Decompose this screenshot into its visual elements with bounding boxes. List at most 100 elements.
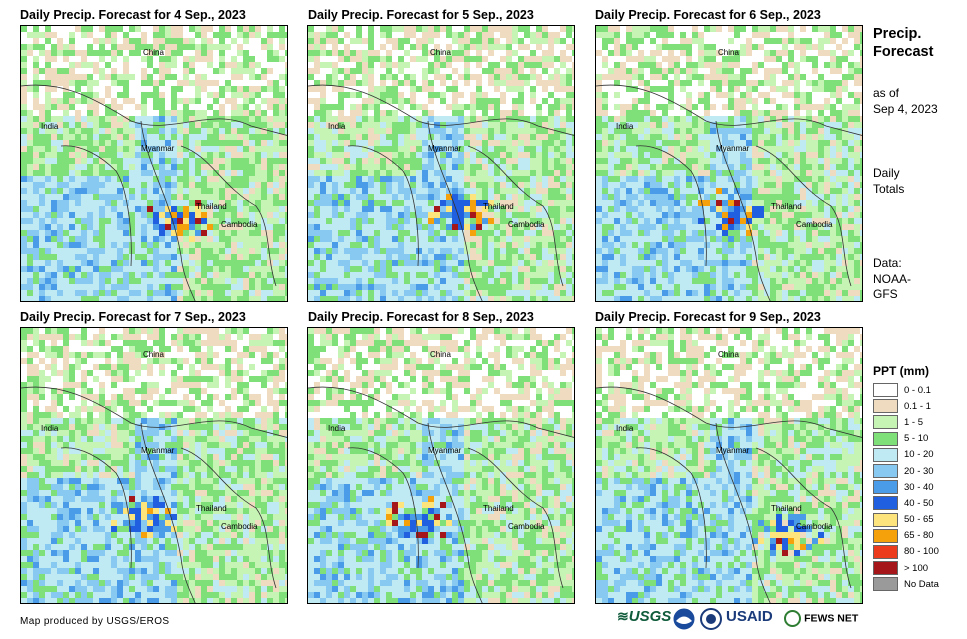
- as-of-label: as of: [873, 86, 900, 100]
- legend-item: 1 - 5: [873, 414, 961, 430]
- legend-item: 10 - 20: [873, 447, 961, 463]
- country-label-cambodia: Cambodia: [508, 522, 545, 531]
- usgs-logo-text: USGS: [628, 608, 672, 625]
- legend-swatch: [873, 544, 898, 559]
- noaa-emblem-icon: [673, 608, 695, 630]
- precip-map-panel: China India Myanmar Thailand Cambodia: [20, 25, 288, 302]
- data-source: Data: NOAA- GFS: [873, 256, 911, 303]
- country-label-thailand: Thailand: [483, 202, 514, 211]
- noaa-logo: [673, 608, 695, 633]
- legend-label: 0.1 - 1: [904, 400, 931, 412]
- legend-swatch: [873, 383, 898, 398]
- precip-raster: [596, 26, 862, 301]
- country-label-india: India: [41, 122, 59, 131]
- country-label-thailand: Thailand: [483, 504, 514, 513]
- legend-item: 0 - 0.1: [873, 382, 961, 398]
- legend-item: 5 - 10: [873, 431, 961, 447]
- country-label-china: China: [430, 350, 451, 359]
- legend-label: 65 - 80: [904, 530, 934, 542]
- precip-raster: [21, 26, 287, 301]
- legend-swatch: [873, 528, 898, 543]
- legend-label: 1 - 5: [904, 416, 924, 428]
- country-label-thailand: Thailand: [771, 504, 802, 513]
- as-of-date: as of Sep 4, 2023: [873, 86, 938, 117]
- legend-swatch: [873, 415, 898, 430]
- legend-label: 0 - 0.1: [904, 384, 931, 396]
- panel-title: Daily Precip. Forecast for 5 Sep., 2023: [308, 8, 534, 22]
- legend-swatch: [873, 431, 898, 446]
- daily-totals-line1: Daily: [873, 166, 900, 180]
- data-source-line2: NOAA-: [873, 271, 912, 286]
- legend-item: > 100: [873, 560, 961, 576]
- country-label-myanmar: Myanmar: [428, 144, 462, 153]
- panel-title: Daily Precip. Forecast for 8 Sep., 2023: [308, 310, 534, 324]
- legend-item: 0.1 - 1: [873, 398, 961, 414]
- country-label-china: China: [718, 48, 739, 57]
- sidebar-title: Precip. Forecast: [873, 25, 933, 61]
- data-source-line1: Data:: [873, 256, 902, 270]
- legend-label: 40 - 50: [904, 497, 934, 509]
- country-label-china: China: [143, 48, 164, 57]
- legend-swatch: [873, 561, 898, 576]
- seal-icon: [700, 608, 722, 630]
- legend-item: No Data: [873, 576, 961, 592]
- legend-label: 50 - 65: [904, 514, 934, 526]
- precip-map-panel: China India Myanmar Thailand Cambodia: [20, 327, 288, 604]
- precip-raster: [308, 26, 574, 301]
- country-label-cambodia: Cambodia: [221, 220, 258, 229]
- country-label-india: India: [616, 424, 634, 433]
- country-label-india: India: [41, 424, 59, 433]
- legend-swatch: [873, 577, 898, 592]
- legend-label: No Data: [904, 578, 939, 590]
- legend-item: 65 - 80: [873, 528, 961, 544]
- legend-swatch: [873, 480, 898, 495]
- panel-title: Daily Precip. Forecast for 9 Sep., 2023: [595, 310, 821, 324]
- usaid-logo-text: USAID: [726, 608, 773, 625]
- legend-label: 30 - 40: [904, 481, 934, 493]
- legend-label: 10 - 20: [904, 449, 934, 461]
- country-label-thailand: Thailand: [196, 202, 227, 211]
- legend-item: 30 - 40: [873, 479, 961, 495]
- country-label-india: India: [328, 122, 346, 131]
- daily-totals-note: Daily Totals: [873, 166, 904, 197]
- country-label-myanmar: Myanmar: [141, 144, 175, 153]
- legend-item: 40 - 50: [873, 495, 961, 511]
- legend-item: 80 - 100: [873, 544, 961, 560]
- country-label-cambodia: Cambodia: [796, 220, 833, 229]
- fewsnet-logo: FEWS NET: [784, 610, 858, 627]
- legend-label: 80 - 100: [904, 546, 939, 558]
- country-label-china: China: [143, 350, 164, 359]
- country-label-india: India: [328, 424, 346, 433]
- legend: 0 - 0.1 0.1 - 1 1 - 5 5 - 10 10 - 20 20 - 30 3…: [873, 382, 961, 592]
- precip-raster: [596, 328, 862, 603]
- legend-swatch: [873, 496, 898, 511]
- precip-map-panel: China India Myanmar Thailand Cambodia: [595, 25, 863, 302]
- globe-icon: [784, 610, 801, 627]
- country-label-cambodia: Cambodia: [221, 522, 258, 531]
- precip-raster: [308, 328, 574, 603]
- daily-totals-line2: Totals: [873, 181, 905, 196]
- fewsnet-logo-text: FEWS NET: [804, 612, 859, 625]
- precip-raster: [21, 328, 287, 603]
- country-label-china: China: [430, 48, 451, 57]
- legend-title: PPT (mm): [873, 364, 930, 378]
- sidebar-title-line1: Precip.: [873, 26, 922, 42]
- usgs-logo: ≋USGS: [617, 608, 671, 625]
- country-label-cambodia: Cambodia: [796, 522, 833, 531]
- panel-title: Daily Precip. Forecast for 7 Sep., 2023: [20, 310, 246, 324]
- country-label-cambodia: Cambodia: [508, 220, 545, 229]
- usaid-logo: USAID: [726, 608, 773, 625]
- usgs-wave-icon: ≋: [617, 608, 629, 624]
- legend-item: 50 - 65: [873, 512, 961, 528]
- country-label-india: India: [616, 122, 634, 131]
- legend-swatch: [873, 512, 898, 527]
- as-of-value: Sep 4, 2023: [873, 101, 938, 116]
- legend-item: 20 - 30: [873, 463, 961, 479]
- country-label-myanmar: Myanmar: [428, 446, 462, 455]
- dos-seal: [700, 608, 722, 633]
- legend-label: 5 - 10: [904, 433, 929, 445]
- precip-map-panel: China India Myanmar Thailand Cambodia: [595, 327, 863, 604]
- panel-title: Daily Precip. Forecast for 6 Sep., 2023: [595, 8, 821, 22]
- panel-title: Daily Precip. Forecast for 4 Sep., 2023: [20, 8, 246, 22]
- legend-swatch: [873, 464, 898, 479]
